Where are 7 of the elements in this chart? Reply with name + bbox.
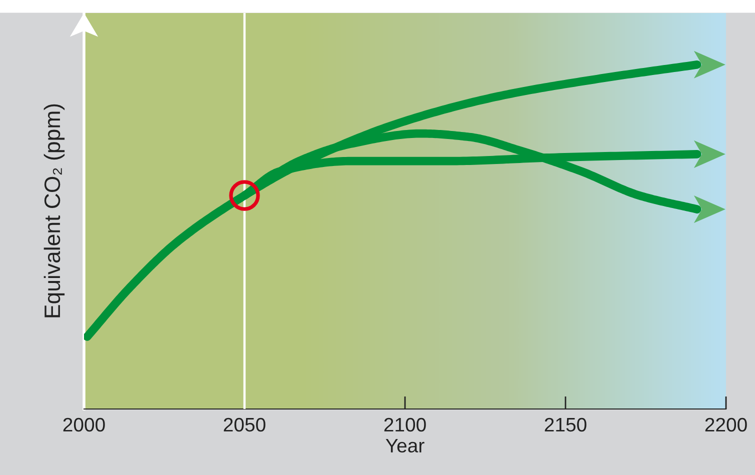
- x-tick-label: 2100: [384, 418, 426, 432]
- x-axis-title: Year: [386, 438, 424, 453]
- x-tick-label: 2150: [544, 418, 586, 432]
- x-tick-label: 2050: [224, 418, 266, 432]
- y-axis-title: Equivalent CO₂ (ppm): [44, 104, 65, 318]
- x-tick-label: 2200: [705, 418, 747, 432]
- x-tick-label: 2000: [63, 418, 105, 432]
